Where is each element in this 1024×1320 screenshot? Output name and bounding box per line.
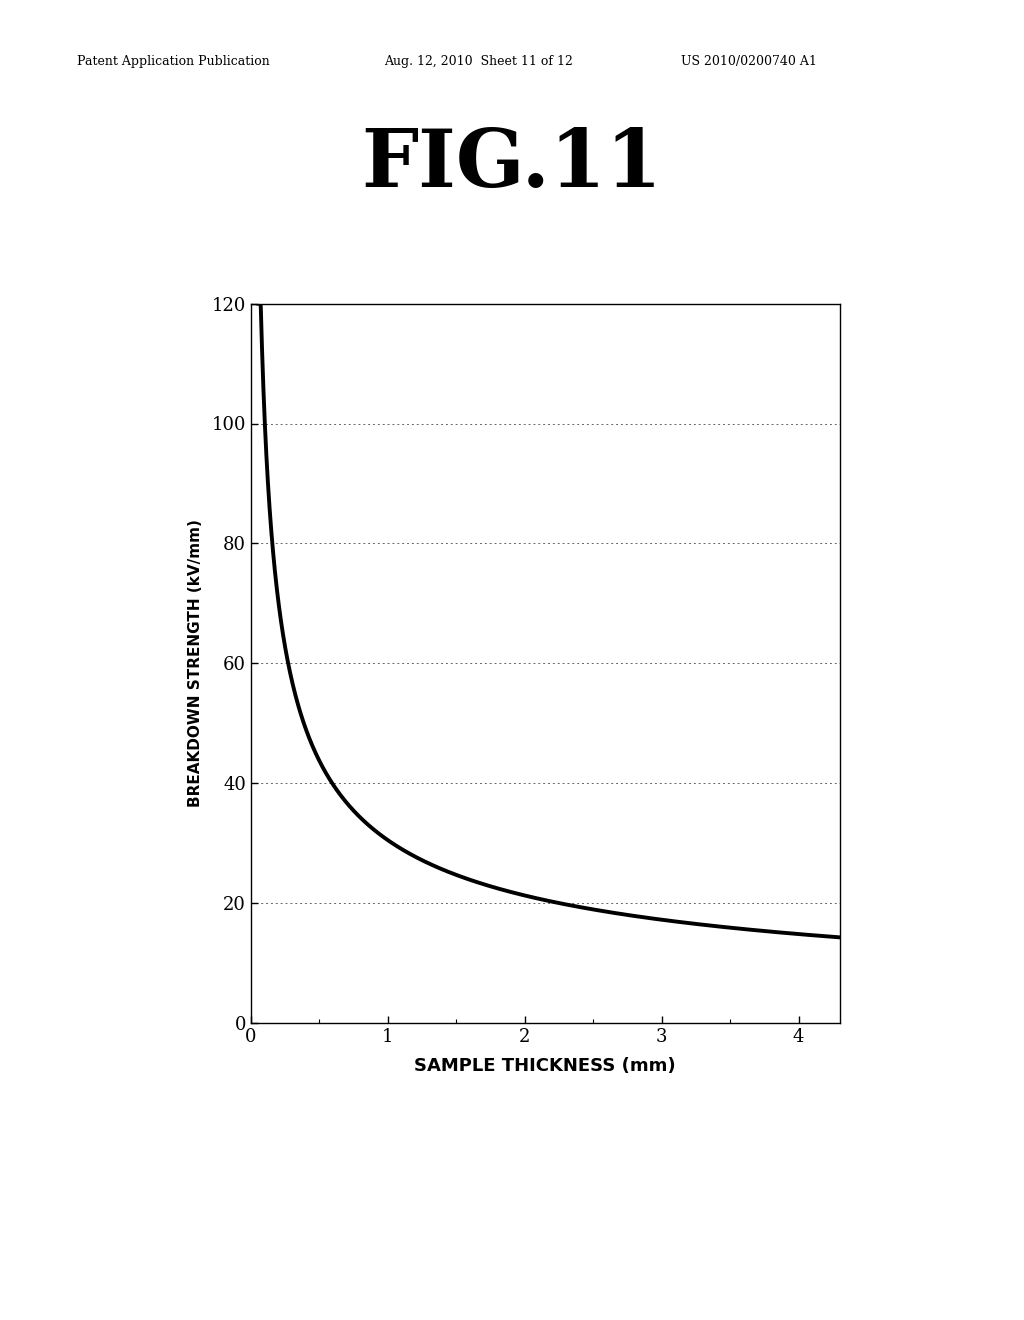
Text: FIG.11: FIG.11 — [361, 125, 663, 205]
X-axis label: SAMPLE THICKNESS (mm): SAMPLE THICKNESS (mm) — [415, 1057, 676, 1074]
Y-axis label: BREAKDOWN STRENGTH (kV/mm): BREAKDOWN STRENGTH (kV/mm) — [188, 519, 203, 808]
Text: US 2010/0200740 A1: US 2010/0200740 A1 — [681, 55, 817, 69]
Text: Aug. 12, 2010  Sheet 11 of 12: Aug. 12, 2010 Sheet 11 of 12 — [384, 55, 572, 69]
Text: Patent Application Publication: Patent Application Publication — [77, 55, 269, 69]
